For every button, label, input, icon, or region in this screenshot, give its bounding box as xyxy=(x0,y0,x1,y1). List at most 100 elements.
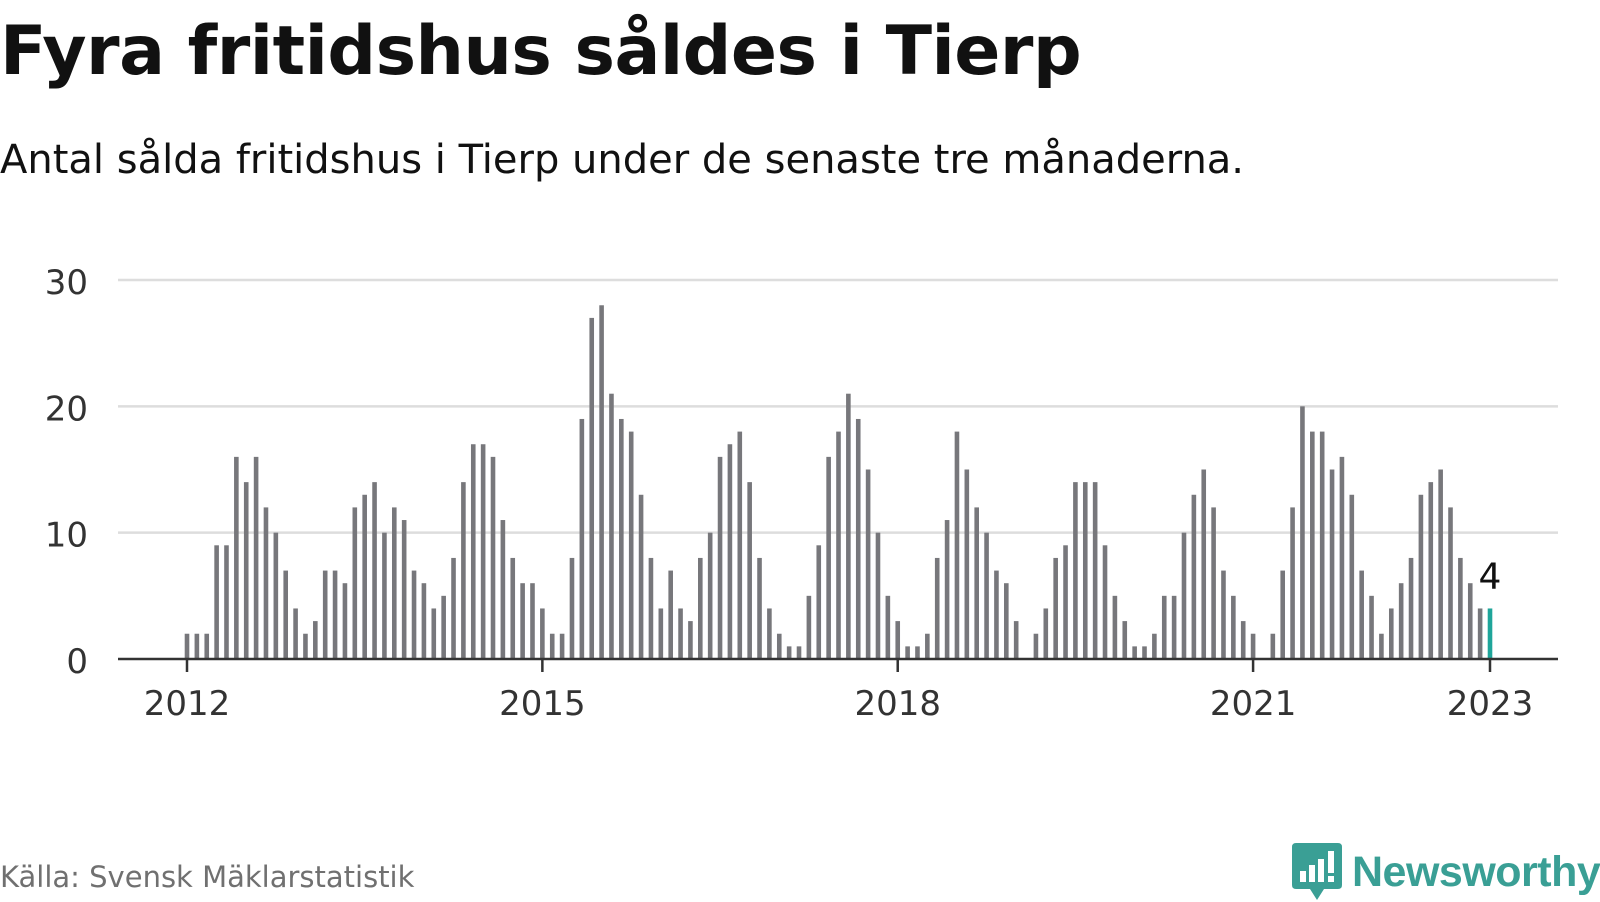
bar xyxy=(796,646,802,659)
bar xyxy=(1122,621,1128,659)
bar xyxy=(194,633,200,659)
bar xyxy=(589,317,595,659)
bar xyxy=(214,545,219,659)
bar xyxy=(204,633,210,659)
bar xyxy=(1191,494,1197,659)
bar xyxy=(1349,494,1355,659)
bar xyxy=(1112,595,1118,659)
bar xyxy=(441,595,446,659)
bar xyxy=(816,545,822,659)
bar xyxy=(1082,482,1088,659)
bar xyxy=(727,444,733,659)
bar xyxy=(1369,595,1374,659)
bar xyxy=(490,456,496,659)
data-labels: 4 xyxy=(1479,556,1502,597)
x-axis-ticks: 2012 2015 2018 2021 2023 xyxy=(144,659,1533,724)
brand-name: Newsworthy xyxy=(1352,847,1600,896)
bar xyxy=(569,557,575,659)
bar xyxy=(322,570,328,659)
bars xyxy=(184,305,1493,659)
bar xyxy=(579,418,585,659)
bar xyxy=(895,621,901,659)
y-tick-label: 0 xyxy=(66,642,88,682)
bar xyxy=(806,595,812,659)
bar xyxy=(273,532,279,659)
bar xyxy=(1477,608,1483,659)
bar xyxy=(1092,482,1098,659)
bar xyxy=(303,633,308,659)
bar xyxy=(1280,570,1286,659)
x-tick-label: 2021 xyxy=(1210,684,1297,724)
bar xyxy=(224,545,229,659)
newsworthy-logo-icon xyxy=(1292,843,1342,900)
bar xyxy=(1428,482,1434,659)
bar xyxy=(1221,570,1226,659)
bar xyxy=(1359,570,1364,659)
bar xyxy=(1211,507,1216,659)
bar xyxy=(925,633,930,659)
bar xyxy=(480,444,486,659)
bar xyxy=(1201,469,1207,659)
bar xyxy=(826,456,831,659)
bar xyxy=(342,583,348,659)
bar xyxy=(520,583,525,659)
bar xyxy=(865,469,871,659)
bar xyxy=(1310,431,1315,659)
bar xyxy=(332,570,338,659)
bar xyxy=(451,557,456,659)
bar xyxy=(1142,646,1147,659)
bar xyxy=(1152,633,1157,659)
bar xyxy=(391,507,397,659)
chart-title: Fyra fritidshus såldes i Tierp xyxy=(0,12,1082,91)
bar xyxy=(717,456,723,659)
bar xyxy=(786,646,792,659)
bar xyxy=(638,494,644,659)
bar xyxy=(1053,557,1058,659)
bar xyxy=(1290,507,1295,659)
bar xyxy=(283,570,289,659)
data-label-latest: 4 xyxy=(1479,556,1502,597)
bar xyxy=(1300,406,1305,659)
bar xyxy=(1458,557,1463,659)
bar xyxy=(1013,621,1019,659)
bar xyxy=(293,608,298,659)
bar xyxy=(747,482,752,659)
bar xyxy=(1033,633,1039,659)
bar xyxy=(559,633,565,659)
bar xyxy=(737,431,743,659)
x-tick-label: 2018 xyxy=(854,684,941,724)
bar xyxy=(1388,608,1394,659)
bar xyxy=(411,570,417,659)
bar xyxy=(1438,469,1443,659)
bar xyxy=(1339,456,1345,659)
bar xyxy=(944,520,950,659)
bar xyxy=(757,557,762,659)
bar xyxy=(905,646,910,659)
bar xyxy=(382,532,387,659)
bar xyxy=(648,557,654,659)
bar xyxy=(362,494,367,659)
bar xyxy=(184,633,190,659)
bar xyxy=(1408,557,1414,659)
bar xyxy=(855,418,861,659)
bar xyxy=(964,469,970,659)
bar xyxy=(668,570,673,659)
bar xyxy=(1063,545,1068,659)
bar xyxy=(885,595,891,659)
bar xyxy=(500,520,506,659)
bar-latest xyxy=(1487,608,1493,659)
bar xyxy=(234,456,239,659)
bar xyxy=(1073,482,1078,659)
bar xyxy=(352,507,358,659)
bar xyxy=(263,507,269,659)
bar xyxy=(776,633,782,659)
y-axis-ticks: 0 10 20 30 xyxy=(45,263,88,682)
bar xyxy=(1240,621,1246,659)
bar xyxy=(1319,431,1325,659)
bar xyxy=(421,583,427,659)
bar xyxy=(974,507,979,659)
bar xyxy=(549,633,555,659)
y-tick-label: 10 xyxy=(45,516,88,556)
bar xyxy=(530,583,535,659)
